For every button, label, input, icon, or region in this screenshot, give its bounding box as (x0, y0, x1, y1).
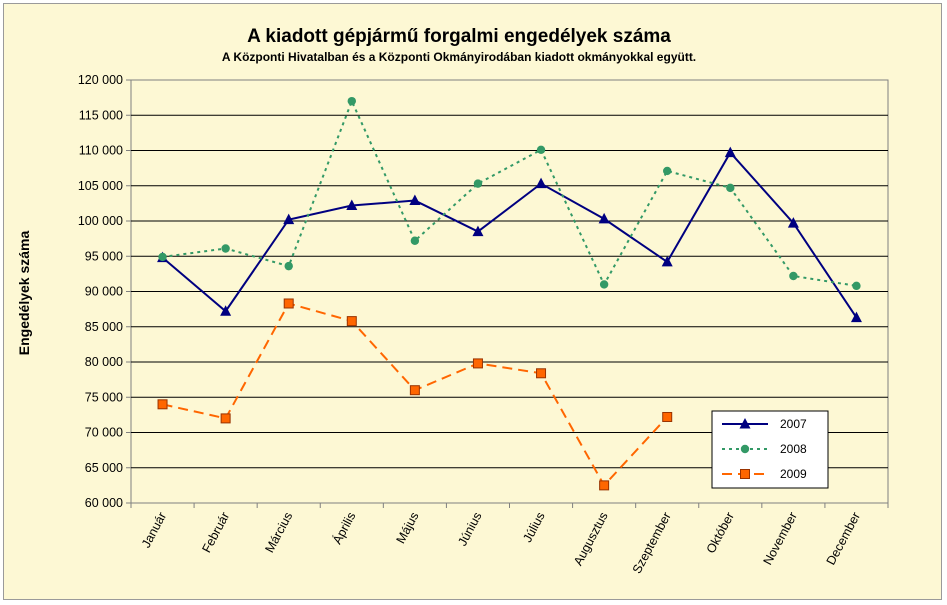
data-point (158, 252, 167, 262)
data-point (346, 199, 358, 210)
legend-label-2008: 2008 (780, 442, 807, 456)
series-line-2007 (161, 150, 858, 319)
x-tick-label: Szeptember (630, 510, 674, 576)
data-point (221, 244, 230, 253)
data-point (661, 255, 673, 267)
y-tick-label: 105 000 (78, 179, 123, 193)
legend: 2007 2008 2009 (711, 410, 829, 489)
y-tick-label: 120 000 (78, 73, 123, 87)
data-point (220, 305, 232, 316)
data-point (472, 225, 484, 237)
data-point (347, 96, 356, 106)
data-point (599, 480, 610, 491)
x-axis-ticks: Január Február Március Április Május Június Jú… (130, 503, 889, 576)
data-point (598, 212, 610, 224)
y-tick-label: 60 000 (85, 496, 123, 510)
series-2008 (158, 96, 861, 291)
y-tick-label: 70 000 (85, 426, 123, 440)
y-tick-label: 85 000 (85, 320, 123, 334)
legend-marker-2009 (740, 469, 750, 479)
data-point (284, 261, 293, 271)
data-point (852, 281, 861, 291)
x-tick-label: Június (455, 510, 484, 548)
x-tick-label: Május (394, 510, 422, 546)
data-point (850, 311, 862, 323)
data-point (787, 217, 799, 228)
x-tick-label: Március (262, 510, 295, 555)
y-tick-label: 115 000 (79, 108, 123, 122)
data-point (346, 316, 357, 327)
data-point (724, 146, 736, 158)
legend-marker-2008 (740, 444, 750, 454)
data-point (283, 298, 294, 309)
y-tick-label: 75 000 (85, 390, 123, 404)
data-point (283, 213, 295, 225)
x-tick-label: Augusztus (571, 510, 611, 568)
data-point (473, 179, 483, 188)
legend-label-2007: 2007 (780, 417, 807, 431)
data-point (726, 183, 735, 193)
data-point (536, 145, 546, 154)
data-point (536, 368, 547, 379)
x-tick-label: December (824, 510, 863, 567)
legend-marker-2007 (739, 418, 751, 429)
y-tick-label: 100 000 (78, 214, 123, 228)
y-tick-label: 80 000 (85, 355, 123, 369)
y-axis-ticks: 60 000 65 000 70 000 75 000 80 000 85 000 90 0… (78, 73, 131, 510)
y-axis-label: Engedélyek száma (16, 231, 32, 356)
data-point (535, 177, 547, 189)
legend-label-2009: 2009 (780, 467, 807, 481)
x-tick-label: Október (704, 510, 737, 556)
x-tick-label: Július (520, 510, 547, 545)
data-point (599, 280, 609, 289)
chart-subtitle: A Központi Hivatalban és a Központi Okmá… (222, 50, 696, 64)
data-point (409, 194, 421, 206)
series-layer (157, 96, 862, 491)
gridlines (131, 114, 888, 469)
x-tick-label: November (761, 510, 800, 567)
y-tick-label: 90 000 (85, 285, 123, 299)
data-point (410, 236, 420, 245)
chart-title: A kiadott gépjármű forgalmi engedélyek s… (247, 26, 671, 47)
data-point (663, 166, 672, 176)
data-point (662, 411, 673, 422)
y-tick-label: 65 000 (85, 461, 123, 475)
x-tick-label: Február (199, 510, 232, 555)
data-point (789, 271, 798, 281)
x-tick-label: Április (329, 509, 358, 546)
data-point (220, 413, 231, 424)
series-2009 (157, 298, 673, 491)
data-point (157, 399, 168, 410)
x-tick-label: Január (139, 510, 169, 550)
y-tick-label: 95 000 (85, 249, 123, 263)
data-point (409, 385, 420, 396)
y-tick-label: 110 000 (79, 144, 123, 158)
data-point (472, 358, 483, 369)
